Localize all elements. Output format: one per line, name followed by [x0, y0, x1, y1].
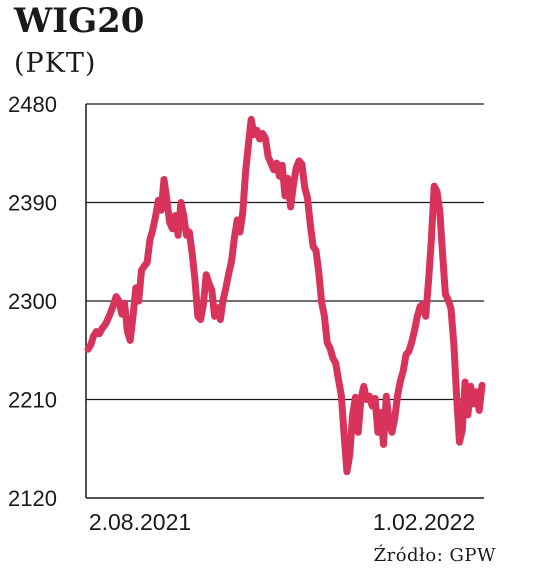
x-tick-end: 1.02.2022 [373, 509, 475, 535]
series-line [84, 115, 486, 476]
chart-unit: (PKT) [14, 48, 96, 79]
gridlines [86, 103, 484, 401]
y-tick-label: 2300 [8, 289, 57, 314]
y-tick-label: 2120 [8, 486, 57, 511]
y-tick-label: 2210 [8, 388, 57, 413]
chart-title: WIG20 [13, 1, 144, 41]
x-tick-start: 2.08.2021 [89, 509, 191, 535]
y-axis-ticks: 2480 2390 2300 2210 2120 [8, 92, 57, 511]
source-note: Źródło: GPW [374, 543, 496, 566]
y-tick-label: 2480 [8, 92, 57, 117]
y-tick-label: 2390 [8, 191, 57, 216]
